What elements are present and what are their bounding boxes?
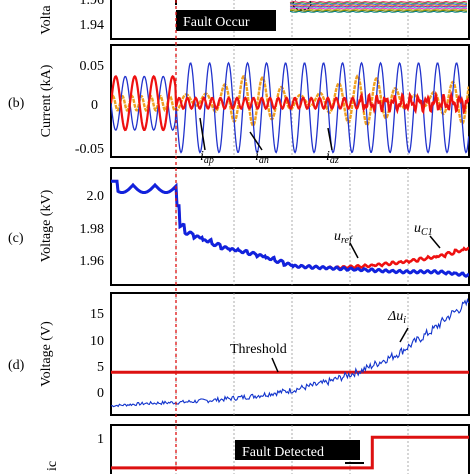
iaz-label: iaz [326,149,339,166]
panel-a-trace [289,5,468,8]
panel-c-ytick-2: 1.98 [80,222,105,237]
fault-occur-banner [176,10,276,31]
panel-b-label: (b) [8,96,25,111]
iap-label: iap [200,149,214,166]
panel-a-lines [289,0,468,13]
panel-c-ytick-1: 2.0 [87,189,105,204]
panel-c-ytick-3: 1.96 [80,254,105,269]
panel-d-ytick-4: 0 [97,386,104,401]
panel-a-trace [289,3,468,6]
panel-d-frame [110,292,470,416]
panel-d-lines [111,297,469,408]
panel-c-label: (c) [8,231,24,246]
dui-label: Δui [387,309,406,326]
panel-b-ytick-2: 0 [91,98,98,113]
dui-pointer [399,327,409,343]
panel-d-ytick-3: 5 [97,360,104,375]
panel-e: ic 1 Fault Detected [45,424,470,474]
panel-e-lines [111,435,469,470]
uc1-label: uC1 [414,221,433,238]
fault-detected-label: Fault Detected [242,445,324,460]
panel-a-trace [289,10,468,13]
panel-b-ytick-1: 0.05 [80,59,105,74]
uc1-pointer [429,235,441,249]
threshold-label: Threshold [230,342,287,357]
panel-a: Volta 1.96 1.94 Fault Occur [39,0,470,40]
panel-a-trace [289,4,468,7]
panel-a-trace [289,8,468,11]
panel-c-ylabel: Voltage (kV) [39,189,54,262]
panel-e-ytick-1: 1 [97,432,104,447]
panel-a-trace [289,7,468,10]
panel-a-ytick-2: 1.94 [80,18,105,33]
panel-a-trace [289,0,468,4]
iaz-pointer [327,127,333,151]
series-uC1 [111,179,469,278]
panel-c: (c) Voltage (kV) 2.0 1.98 1.96 uref uC1 [8,167,470,286]
panel-a-trace [289,2,468,5]
panel-b-ylabel: Current (kA) [39,64,54,137]
series-dui [111,297,469,408]
ian-pointer [249,131,263,151]
uref-label: uref [334,229,353,246]
iap-pointer [199,117,206,151]
panel-d-ytick-2: 10 [90,334,104,349]
panel-e-ylabel: ic [45,461,60,471]
panel-a-ellipse [292,0,312,11]
panel-c-lines [111,179,469,278]
panel-a-ylabel: Volta [39,5,54,35]
panel-a-trace [289,6,468,9]
panel-d-ylabel: Voltage (V) [39,321,54,387]
threshold-pointer [271,357,279,373]
panel-b-ytick-3: -0.05 [75,142,104,157]
panel-a-trace [289,9,468,12]
panel-d-label: (d) [8,358,25,373]
fault-occur-label: Fault Occur [183,15,250,30]
panel-b: (b) Current (kA) 0.05 0 -0.05 iap ian ia… [8,44,470,166]
series-flag [111,435,469,470]
panel-d: (d) Voltage (V) 15 10 5 0 Threshold Δui [8,292,470,416]
panel-a-ytick-1: 1.96 [80,0,105,8]
uref-pointer [349,242,359,259]
series-ian [111,61,469,154]
ian-label: ian [255,149,269,166]
panel-d-ytick-1: 15 [90,307,104,322]
series-iap [111,74,469,132]
panel-b-lines [111,61,469,154]
fault-detected-banner [235,440,360,460]
